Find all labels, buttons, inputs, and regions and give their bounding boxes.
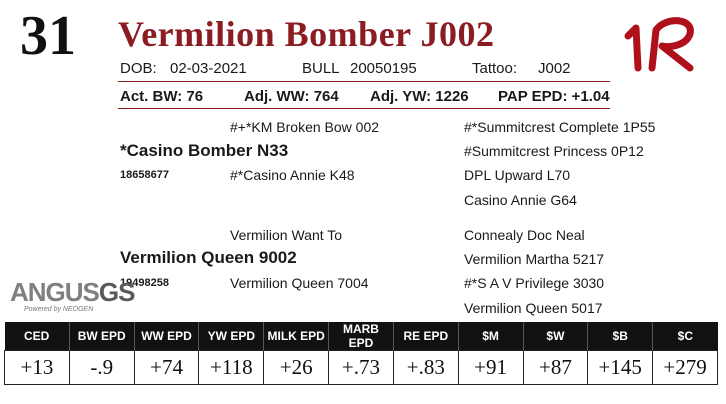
epd-value-b: +145	[587, 350, 654, 385]
epd-header-w: $W	[523, 322, 589, 351]
sire-dam-dam: Casino Annie G64	[464, 192, 577, 208]
epd-value-row: +13 -.9 +74 +118 +26 +.73 +.83 +91 +87 +…	[4, 350, 718, 385]
angus-gs-logo: ANGUSGS Powered by NEOGEN	[10, 277, 136, 314]
sire-sire-dam: #Summitcrest Princess 0P12	[464, 143, 644, 159]
epd-value-w: +87	[522, 350, 589, 385]
epd-value-yw: +118	[198, 350, 265, 385]
adj-ww: Adj. WW: 764	[244, 88, 339, 105]
sire-sire: #+*KM Broken Bow 002	[230, 119, 380, 135]
epd-header-ww: WW EPD	[134, 322, 200, 351]
epd-header-row: CED BW EPD WW EPD YW EPD MILK EPD MARB E…	[4, 322, 718, 351]
epd-value-re: +.83	[392, 350, 459, 385]
logo-suffix-text: GS	[98, 277, 136, 307]
epd-header-b: $B	[587, 322, 654, 351]
dam-sire-sire: Connealy Doc Neal	[464, 227, 585, 243]
epd-value-milk: +26	[263, 350, 330, 385]
adj-yw: Adj. YW: 1226	[370, 88, 469, 105]
pap-epd: PAP EPD: +1.04	[498, 88, 610, 105]
brand-mark-icon	[624, 17, 694, 72]
sire-dam: #*Casino Annie K48	[230, 167, 355, 183]
dob-label: DOB:	[120, 60, 157, 77]
animal-name: Vermilion Bomber J002	[118, 14, 495, 54]
dam-dam-dam: Vermilion Queen 5017	[464, 300, 603, 316]
sire-registration: 18658677	[120, 169, 169, 181]
sire-dam-sire: DPL Upward L70	[464, 167, 571, 183]
epd-value-bw: -.9	[68, 350, 135, 385]
act-bw: Act. BW: 76	[120, 88, 204, 105]
bull-label: BULL	[302, 60, 340, 77]
epd-value-ced: +13	[4, 350, 70, 385]
epd-header-ced: CED	[4, 322, 70, 351]
dam-sire: Vermilion Want To	[230, 227, 343, 243]
divider-top	[118, 81, 610, 82]
dam-name: Vermilion Queen 9002	[120, 248, 297, 267]
divider-bottom	[118, 108, 610, 109]
tattoo-label: Tattoo:	[472, 60, 518, 77]
epd-header-yw: YW EPD	[198, 322, 265, 351]
epd-value-ww: +74	[133, 350, 200, 385]
dam-dam: Vermilion Queen 7004	[230, 275, 369, 291]
epd-header-marb: MARB EPD	[328, 322, 394, 351]
epd-header-bw: BW EPD	[69, 322, 135, 351]
dam-sire-dam: Vermilion Martha 5217	[464, 251, 605, 267]
dam-registration: 19498258	[120, 277, 169, 289]
epd-value-marb: +.73	[328, 350, 394, 385]
sire-sire-sire: #*Summitcrest Complete 1P55	[464, 119, 656, 135]
epd-header-milk: MILK EPD	[263, 322, 330, 351]
sire-name: *Casino Bomber N33	[120, 141, 289, 160]
dob-value: 02-03-2021	[170, 60, 247, 77]
epd-value-c: +279	[652, 350, 718, 385]
epd-value-m: +91	[457, 350, 524, 385]
epd-header-re: RE EPD	[393, 322, 459, 351]
dam-dam-sire: #*S A V Privilege 3030	[464, 275, 605, 291]
bull-id: 20050195	[350, 60, 417, 77]
logo-sub-text: Powered by NEOGEN	[24, 306, 94, 313]
epd-header-c: $C	[652, 322, 718, 351]
lot-number: 31	[20, 5, 76, 67]
logo-main-text: ANGUS	[10, 277, 100, 307]
epd-table: CED BW EPD WW EPD YW EPD MILK EPD MARB E…	[4, 322, 718, 385]
epd-header-m: $M	[458, 322, 524, 351]
tattoo-value: J002	[538, 60, 571, 77]
